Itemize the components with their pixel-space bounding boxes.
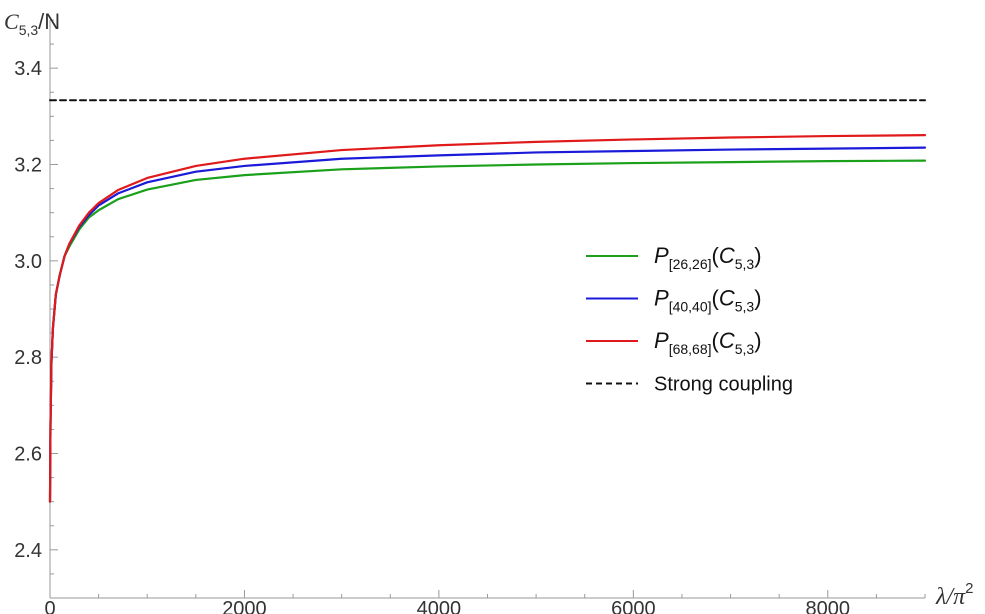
x-axis-label-sup: 2	[965, 580, 973, 597]
legend-p: P	[654, 286, 669, 311]
y-axis-label: C5,3/N	[4, 9, 60, 38]
legend-c-sub: 5,3	[735, 256, 755, 272]
plot-lines	[48, 99, 927, 503]
y-tick-label: 3.4	[14, 58, 42, 80]
y-tick-label: 2.4	[14, 540, 42, 562]
axes: 2.42.62.83.03.23.40 2000 4000 6000 8000C5,3/…	[4, 9, 973, 614]
y-tick-label: 3.2	[14, 155, 42, 177]
legend-close-paren: )	[754, 286, 761, 311]
y-axis-label-sub: 5,3	[19, 22, 39, 38]
y-tick-label: 2.8	[14, 347, 42, 369]
x-tick-label: 6000	[611, 598, 656, 614]
y-tick-label: 2.6	[14, 444, 42, 466]
legend-open-paren: (	[712, 243, 720, 268]
series-line-0	[48, 159, 927, 503]
legend-p-sub: [68,68]	[669, 341, 712, 357]
legend: P[26,26](C5,3)P[40,40](C5,3)P[68,68](C5,…	[586, 243, 793, 396]
legend-c-sub: 5,3	[735, 341, 755, 357]
legend-label-0: P[26,26](C5,3)	[654, 243, 762, 272]
legend-open-paren: (	[712, 328, 720, 353]
legend-c: C	[719, 243, 735, 268]
legend-c-sub: 5,3	[735, 299, 755, 315]
series-line-1	[48, 146, 927, 503]
legend-label-2: P[68,68](C5,3)	[654, 328, 762, 357]
legend-c: C	[719, 328, 735, 353]
legend-close-paren: )	[754, 328, 761, 353]
x-tick-label: 0	[44, 598, 55, 614]
legend-label-1: P[40,40](C5,3)	[654, 286, 762, 315]
legend-p-sub: [26,26]	[669, 256, 712, 272]
legend-open-paren: (	[712, 286, 720, 311]
x-axis-label-main: λ/π	[935, 584, 966, 610]
legend-label-3: Strong coupling	[654, 374, 793, 396]
legend-c: C	[719, 286, 735, 311]
series-line-2	[48, 134, 927, 503]
legend-p: P	[654, 328, 669, 353]
x-tick-label: 8000	[806, 598, 851, 614]
legend-p: P	[654, 243, 669, 268]
x-tick-label: 4000	[417, 598, 462, 614]
legend-p-sub: [40,40]	[669, 299, 712, 315]
y-tick-label: 3.0	[14, 251, 42, 273]
x-tick-label: 2000	[222, 598, 267, 614]
x-axis-label: λ/π2	[935, 580, 973, 610]
legend-label-text: Strong coupling	[654, 374, 793, 396]
legend-close-paren: )	[754, 243, 761, 268]
y-axis-label-suffix: /N	[38, 9, 60, 34]
y-axis-label-main: C	[4, 9, 19, 34]
